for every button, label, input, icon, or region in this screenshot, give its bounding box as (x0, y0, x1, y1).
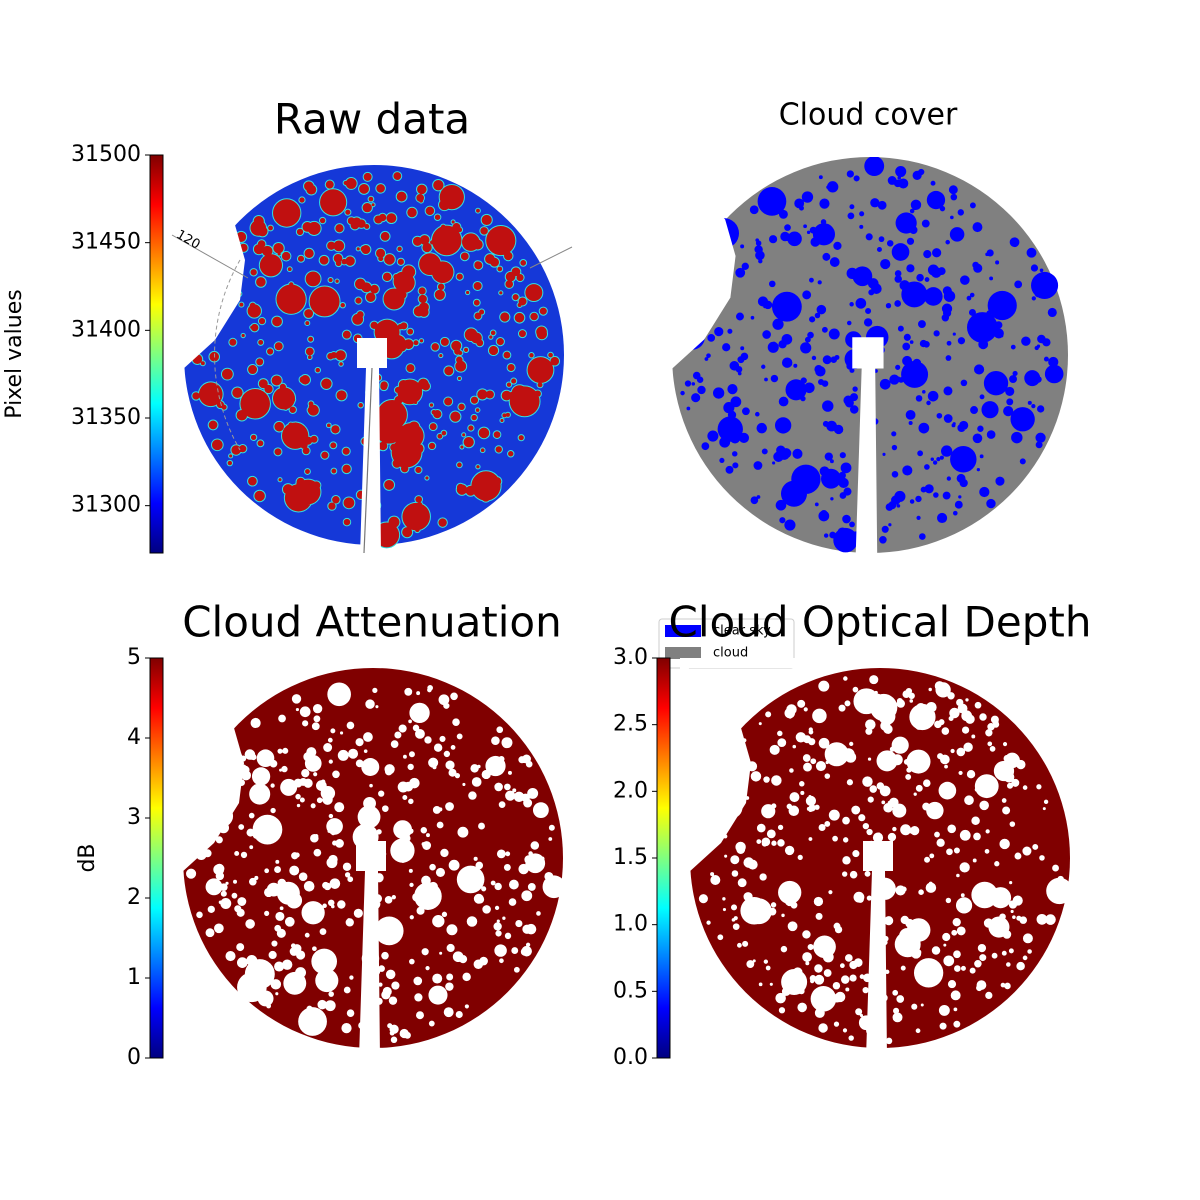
polar-grid-line (529, 246, 573, 269)
mask-obstruction (863, 841, 893, 1058)
panel-title: Raw data (274, 95, 470, 144)
legend-label: cloud (713, 646, 748, 661)
colorbar-tick-label: 2.0 (613, 778, 648, 803)
panel-title: Cloud Optical Depth (669, 598, 1092, 647)
mask-notch (174, 155, 245, 370)
colorbar-tick-label: 3 (127, 805, 141, 830)
legend-swatch (665, 647, 701, 659)
polar-grid-arc (214, 259, 241, 451)
polar-grid-line (363, 367, 373, 554)
colorbar-tick-label: 0.0 (613, 1045, 648, 1070)
colorbar-tick-label: 31350 (71, 405, 141, 430)
mask-obstruction (357, 338, 387, 555)
mask-obstruction (852, 337, 884, 564)
mask-top (173, 658, 573, 668)
mask-notch (173, 658, 244, 873)
mask-obstruction (356, 841, 386, 1058)
mask-notch (680, 658, 751, 873)
mask-top (661, 146, 1079, 157)
colorbar-tick-label: 31450 (71, 230, 141, 255)
colorbar-tick-label: 0 (127, 1045, 141, 1070)
colorbar-tick-label: 2.5 (613, 712, 648, 737)
colorbar-tick-label: 3.0 (613, 645, 648, 670)
colorbar (656, 657, 671, 1059)
colorbar (149, 657, 164, 1059)
polar-grid-line (171, 234, 249, 279)
colorbar-tick-label: 31400 (71, 317, 141, 342)
colorbar-tick-label: 4 (127, 725, 141, 750)
mask-notch (661, 146, 736, 371)
colorbar-tick-label: 31300 (71, 493, 141, 518)
colorbar-tick-label: 1.5 (613, 845, 648, 870)
colorbar-label: dB (75, 843, 100, 872)
mask-top (174, 155, 574, 165)
colorbar (149, 154, 164, 554)
colorbar-label: Pixel values (2, 289, 27, 418)
mask-top (680, 658, 1080, 668)
colorbar-tick-label: 31500 (71, 142, 141, 167)
colorbar-tick-label: 1 (127, 965, 141, 990)
colorbar-tick-label: 1.0 (613, 912, 648, 937)
legend-swatch (665, 625, 701, 637)
panel-title: Cloud Attenuation (182, 598, 562, 647)
colorbar-tick-label: 5 (127, 645, 141, 670)
colorbar-tick-label: 2 (127, 885, 141, 910)
panel-title: Cloud cover (779, 98, 958, 133)
legend-label: clear sky (713, 624, 771, 639)
colorbar-tick-label: 0.5 (613, 978, 648, 1003)
